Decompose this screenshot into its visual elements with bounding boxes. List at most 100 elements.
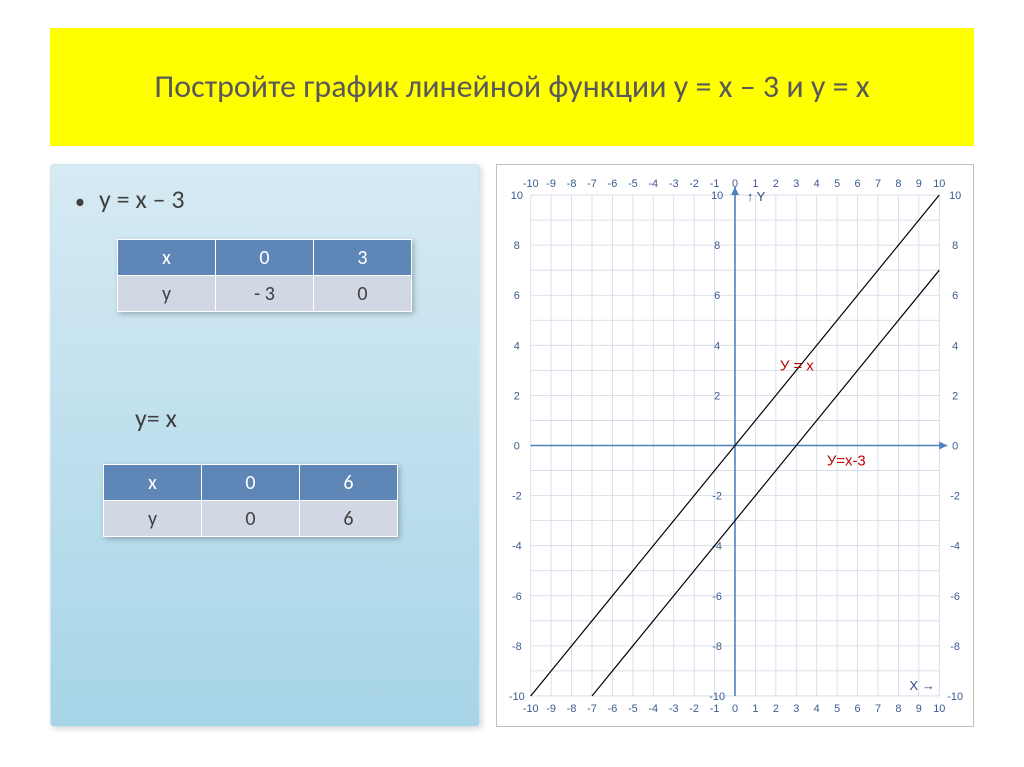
svg-text:6: 6 <box>514 290 520 302</box>
svg-text:-6: -6 <box>608 703 618 715</box>
svg-text:-4: -4 <box>648 178 658 190</box>
svg-text:-4: -4 <box>648 703 658 715</box>
svg-text:-10: -10 <box>709 691 725 703</box>
svg-text:6: 6 <box>714 290 720 302</box>
svg-text:0: 0 <box>952 440 958 452</box>
svg-text:5: 5 <box>834 703 840 715</box>
t1-r1: - 3 <box>216 276 314 312</box>
svg-text:9: 9 <box>916 178 922 190</box>
t2-r0: у <box>104 501 202 537</box>
svg-text:-3: -3 <box>669 178 679 190</box>
svg-text:6: 6 <box>952 290 958 302</box>
svg-text:7: 7 <box>875 178 881 190</box>
svg-text:-8: -8 <box>567 178 577 190</box>
svg-text:У=х-3: У=х-3 <box>827 452 866 469</box>
svg-text:4: 4 <box>952 340 958 352</box>
svg-text:10: 10 <box>711 190 723 202</box>
coordinate-chart: -10-8-6-4-2246810-10-9-8-7-6-5-4-3-2-101… <box>497 165 973 726</box>
svg-text:↑ Y: ↑ Y <box>747 189 766 204</box>
svg-text:1: 1 <box>752 703 758 715</box>
t1-h1: 0 <box>216 240 314 276</box>
svg-text:-8: -8 <box>512 641 522 653</box>
svg-text:-10: -10 <box>947 691 963 703</box>
svg-text:8: 8 <box>952 240 958 252</box>
svg-text:-10: -10 <box>523 178 539 190</box>
svg-text:8: 8 <box>895 178 901 190</box>
t1-r0: у <box>118 276 216 312</box>
svg-text:-10: -10 <box>523 703 539 715</box>
svg-text:0: 0 <box>732 703 738 715</box>
svg-text:4: 4 <box>714 340 720 352</box>
svg-text:8: 8 <box>895 703 901 715</box>
svg-text:-2: -2 <box>512 491 522 503</box>
svg-text:-2: -2 <box>689 178 699 190</box>
content-area: •у = х – 3 х 0 3 у - 3 0 у= х х 0 <box>50 164 974 727</box>
svg-text:-9: -9 <box>546 703 556 715</box>
svg-text:-10: -10 <box>509 691 525 703</box>
svg-text:-7: -7 <box>587 703 597 715</box>
equation-1: •у = х – 3 <box>75 183 455 215</box>
svg-text:0: 0 <box>514 440 520 452</box>
svg-text:10: 10 <box>933 703 945 715</box>
svg-text:4: 4 <box>814 703 820 715</box>
svg-text:X →: X → <box>910 678 935 693</box>
svg-text:3: 3 <box>793 178 799 190</box>
svg-text:-1: -1 <box>710 178 720 190</box>
t1-r2: 0 <box>314 276 412 312</box>
svg-text:-5: -5 <box>628 178 638 190</box>
left-panel: •у = х – 3 х 0 3 у - 3 0 у= х х 0 <box>50 164 480 727</box>
svg-text:-2: -2 <box>950 491 960 503</box>
svg-text:-2: -2 <box>712 491 722 503</box>
svg-text:-1: -1 <box>710 703 720 715</box>
svg-text:-8: -8 <box>567 703 577 715</box>
svg-text:3: 3 <box>793 703 799 715</box>
svg-text:-3: -3 <box>669 703 679 715</box>
svg-text:5: 5 <box>834 178 840 190</box>
svg-text:2: 2 <box>773 703 779 715</box>
t1-h0: х <box>118 240 216 276</box>
t2-h1: 0 <box>202 465 300 501</box>
svg-text:2: 2 <box>773 178 779 190</box>
svg-text:-8: -8 <box>950 641 960 653</box>
svg-text:6: 6 <box>855 703 861 715</box>
t1-h2: 3 <box>314 240 412 276</box>
svg-text:4: 4 <box>514 340 520 352</box>
bullet-icon: • <box>75 190 85 214</box>
svg-text:-8: -8 <box>712 641 722 653</box>
svg-text:4: 4 <box>814 178 820 190</box>
t2-r1: 0 <box>202 501 300 537</box>
chart-panel: -10-8-6-4-2246810-10-9-8-7-6-5-4-3-2-101… <box>496 164 974 727</box>
svg-text:10: 10 <box>933 178 945 190</box>
svg-text:7: 7 <box>875 703 881 715</box>
svg-text:8: 8 <box>714 240 720 252</box>
svg-text:2: 2 <box>952 390 958 402</box>
svg-text:-6: -6 <box>512 591 522 603</box>
slide-title: Постройте график линейной функции у = х … <box>50 28 974 146</box>
slide: Постройте график линейной функции у = х … <box>0 0 1024 767</box>
value-table-2: х 0 6 у 0 6 <box>103 464 398 537</box>
t2-h2: 6 <box>300 465 398 501</box>
svg-text:2: 2 <box>714 390 720 402</box>
svg-text:2: 2 <box>514 390 520 402</box>
svg-text:0: 0 <box>732 178 738 190</box>
slide-title-text: Постройте график линейной функции у = х … <box>154 66 869 108</box>
svg-text:10: 10 <box>949 190 961 202</box>
svg-text:-5: -5 <box>628 703 638 715</box>
svg-text:-6: -6 <box>712 591 722 603</box>
svg-text:9: 9 <box>916 703 922 715</box>
svg-text:6: 6 <box>855 178 861 190</box>
svg-text:-4: -4 <box>512 541 522 553</box>
svg-text:-6: -6 <box>608 178 618 190</box>
svg-text:У = х: У = х <box>780 357 814 374</box>
t2-r2: 6 <box>300 501 398 537</box>
value-table-1: х 0 3 у - 3 0 <box>117 239 412 312</box>
svg-text:-7: -7 <box>587 178 597 190</box>
svg-text:-6: -6 <box>950 591 960 603</box>
t2-h0: х <box>104 465 202 501</box>
svg-text:-4: -4 <box>950 541 960 553</box>
equation-2: у= х <box>135 402 455 434</box>
svg-text:10: 10 <box>511 190 523 202</box>
svg-text:8: 8 <box>514 240 520 252</box>
svg-text:-2: -2 <box>689 703 699 715</box>
svg-text:-9: -9 <box>546 178 556 190</box>
